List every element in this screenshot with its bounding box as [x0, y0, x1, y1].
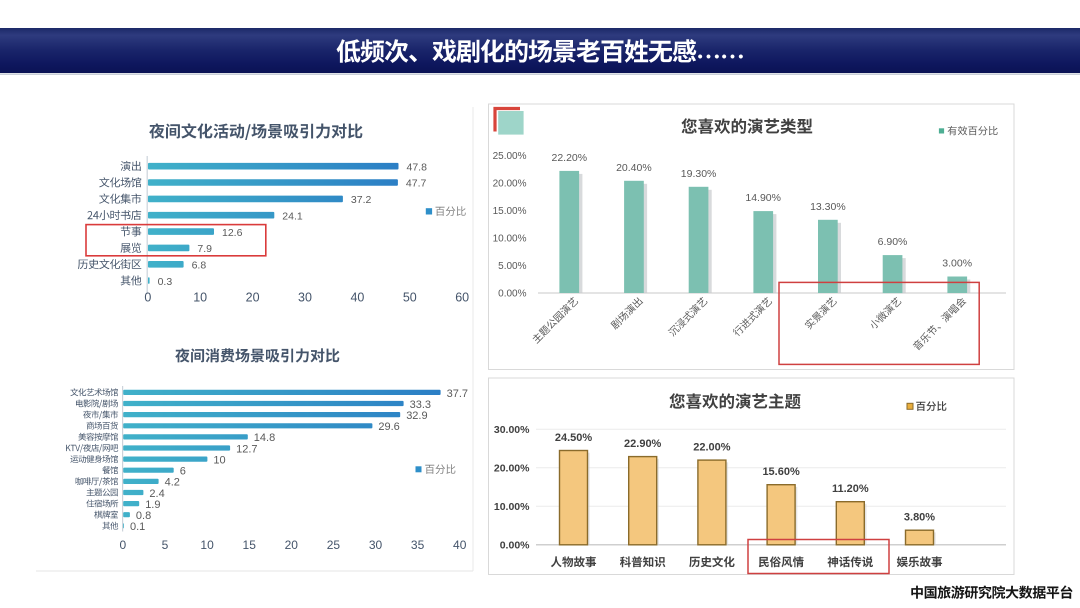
- svg-text:6.8: 6.8: [192, 260, 207, 272]
- svg-text:12.6: 12.6: [222, 227, 243, 239]
- svg-text:29.6: 29.6: [378, 421, 399, 433]
- svg-text:11.20%: 11.20%: [832, 483, 869, 495]
- svg-text:0.00%: 0.00%: [498, 289, 526, 300]
- svg-text:15: 15: [243, 538, 257, 552]
- svg-text:40: 40: [350, 290, 364, 304]
- svg-text:10.00%: 10.00%: [493, 234, 527, 245]
- svg-text:10: 10: [213, 455, 225, 467]
- svg-text:3.00%: 3.00%: [942, 258, 972, 270]
- svg-text:20: 20: [246, 290, 260, 304]
- svg-text:20: 20: [285, 538, 299, 552]
- svg-text:6.90%: 6.90%: [878, 236, 908, 248]
- svg-text:0.00%: 0.00%: [500, 540, 530, 552]
- svg-text:40: 40: [453, 538, 467, 552]
- svg-text:30: 30: [369, 538, 383, 552]
- svg-text:50: 50: [403, 290, 417, 304]
- svg-text:4.2: 4.2: [165, 477, 180, 489]
- svg-text:14.90%: 14.90%: [745, 192, 781, 204]
- svg-text:37.7: 37.7: [447, 388, 468, 400]
- svg-text:1.9: 1.9: [145, 499, 160, 511]
- svg-text:22.00%: 22.00%: [693, 441, 731, 453]
- svg-text:14.8: 14.8: [254, 432, 275, 444]
- svg-text:15.60%: 15.60%: [762, 466, 800, 478]
- svg-text:0: 0: [144, 290, 151, 304]
- svg-text:0.3: 0.3: [158, 276, 173, 288]
- svg-text:0.8: 0.8: [136, 510, 151, 522]
- svg-text:32.9: 32.9: [406, 410, 427, 422]
- svg-text:33.3: 33.3: [410, 399, 431, 411]
- svg-text:22.90%: 22.90%: [624, 438, 662, 450]
- svg-text:60: 60: [455, 290, 469, 304]
- svg-text:35: 35: [411, 538, 425, 552]
- svg-text:19.30%: 19.30%: [681, 168, 717, 180]
- svg-text:20.00%: 20.00%: [493, 179, 527, 190]
- svg-text:10: 10: [200, 538, 214, 552]
- svg-text:0.1: 0.1: [130, 521, 145, 533]
- svg-text:37.2: 37.2: [351, 194, 372, 206]
- svg-text:24.50%: 24.50%: [555, 432, 593, 444]
- svg-text:47.8: 47.8: [407, 161, 428, 173]
- svg-text:30: 30: [298, 290, 312, 304]
- svg-text:22.20%: 22.20%: [551, 152, 587, 164]
- svg-text:5: 5: [162, 538, 169, 552]
- svg-text:10: 10: [193, 290, 207, 304]
- svg-text:25: 25: [327, 538, 341, 552]
- svg-text:13.30%: 13.30%: [810, 201, 846, 213]
- svg-text:15.00%: 15.00%: [493, 206, 527, 217]
- svg-text:30.00%: 30.00%: [494, 424, 530, 436]
- svg-text:20.00%: 20.00%: [494, 463, 530, 475]
- svg-text:25.00%: 25.00%: [493, 151, 527, 162]
- svg-text:6: 6: [180, 466, 186, 478]
- svg-text:20.40%: 20.40%: [616, 162, 652, 174]
- svg-text:3.80%: 3.80%: [904, 512, 935, 524]
- svg-text:10.00%: 10.00%: [494, 501, 530, 513]
- svg-text:47.7: 47.7: [406, 178, 427, 190]
- svg-text:12.7: 12.7: [236, 443, 257, 455]
- svg-text:0: 0: [120, 538, 127, 552]
- svg-text:7.9: 7.9: [197, 243, 212, 255]
- svg-text:2.4: 2.4: [149, 488, 164, 500]
- svg-text:5.00%: 5.00%: [498, 261, 526, 272]
- svg-text:24.1: 24.1: [282, 210, 303, 222]
